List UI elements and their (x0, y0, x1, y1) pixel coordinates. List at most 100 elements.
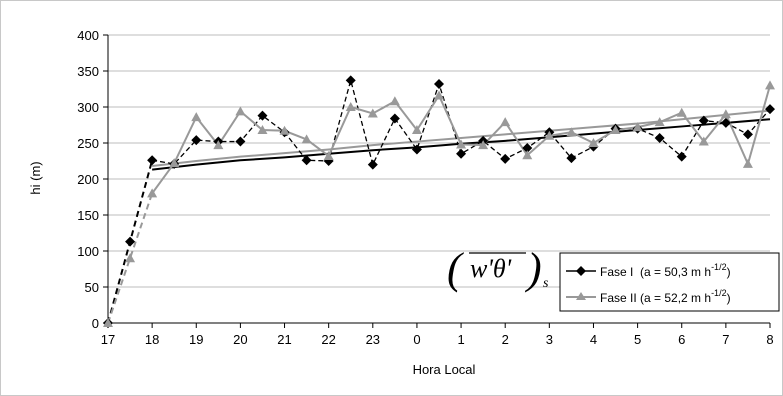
point-series-2-30 (765, 80, 775, 90)
x-tick-label-0: 17 (101, 332, 115, 347)
point-series-1-19 (522, 143, 533, 154)
x-tick-label-1: 18 (145, 332, 159, 347)
point-series-2-7 (257, 125, 268, 135)
point-series-2-9 (301, 134, 312, 144)
y-tick-label-8: 400 (77, 28, 99, 43)
y-tick-label-2: 100 (77, 244, 99, 259)
point-series-2-2 (147, 188, 158, 198)
point-series-1-1 (125, 236, 136, 247)
point-series-2-0 (103, 318, 113, 327)
formula-right-paren: ) (524, 244, 542, 293)
point-series-2-5 (213, 140, 224, 150)
y-tick-label-0: 0 (92, 316, 99, 331)
y-tick-label-1: 50 (85, 280, 99, 295)
data-line-series-2 (151, 85, 771, 194)
gridlines (108, 34, 770, 288)
formula-main: w'θ' (470, 254, 512, 283)
legend-marker-fase-i (576, 266, 586, 276)
x-tick-label-7: 0 (413, 332, 420, 347)
y-axis-ticks: 0 50 100 150 200 250 300 350 400 (77, 28, 108, 331)
y-tick-label-7: 350 (77, 64, 99, 79)
point-series-2-13 (389, 96, 400, 106)
trend-line-series-2 (152, 109, 771, 168)
point-series-2-11 (345, 102, 356, 111)
point-series-2-15 (434, 90, 444, 100)
x-tick-label-9: 2 (502, 332, 509, 347)
point-series-2-17 (478, 140, 489, 150)
point-series-2-24 (632, 122, 643, 132)
x-tick-label-6: 23 (366, 332, 380, 347)
point-series-1-25 (654, 132, 665, 143)
y-tick-label-6: 300 (77, 100, 99, 115)
point-series-1-12 (367, 159, 378, 170)
legend-box (559, 252, 780, 312)
point-series-2-12 (367, 108, 378, 118)
point-series-2-25 (654, 117, 665, 127)
point-series-2-20 (544, 130, 555, 140)
point-series-1-7 (257, 110, 268, 121)
series-markers (103, 75, 775, 328)
x-tick-label-4: 21 (277, 332, 291, 347)
point-series-2-3 (169, 158, 180, 168)
point-series-2-8 (279, 125, 290, 135)
point-series-2-16 (456, 139, 467, 149)
point-series-1-2 (147, 155, 158, 166)
point-series-1-14 (411, 144, 422, 155)
point-series-1-15 (434, 78, 444, 89)
x-tick-label-2: 19 (189, 332, 203, 347)
point-series-2-27 (698, 136, 709, 146)
x-tick-label-3: 20 (233, 332, 247, 347)
point-series-2-10 (323, 150, 334, 160)
point-series-2-18 (500, 117, 511, 127)
x-axis-ticks: 17 18 19 20 21 22 23 0 1 2 3 4 5 6 7 8 (101, 323, 774, 347)
dashed-segment-series-2 (107, 193, 154, 324)
point-series-1-9 (301, 155, 312, 166)
point-series-2-4 (191, 112, 202, 122)
legend: Fase I (a = 50,3 m h-1/2) Fase II (a = 5… (559, 252, 780, 312)
y-tick-label-5: 250 (77, 136, 99, 151)
point-series-1-21 (566, 153, 577, 164)
point-series-1-18 (500, 153, 511, 164)
x-axis-title: Hora Local (413, 362, 476, 377)
point-series-2-1 (125, 253, 136, 263)
formula-left-paren: ( (447, 244, 464, 293)
y-tick-label-4: 200 (77, 172, 99, 187)
legend-label-fase-ii: Fase II (a = 52,2 m h-1/2) (600, 288, 731, 305)
axes (107, 35, 770, 324)
point-series-1-6 (235, 136, 246, 147)
point-series-2-26 (676, 107, 687, 117)
point-series-2-14 (411, 125, 422, 135)
point-series-2-28 (720, 109, 731, 119)
x-tick-label-11: 4 (590, 332, 597, 347)
x-tick-label-10: 3 (546, 332, 553, 347)
x-tick-label-13: 6 (678, 332, 685, 347)
point-series-2-6 (235, 106, 246, 116)
point-series-1-28 (720, 117, 731, 128)
point-series-1-11 (345, 75, 356, 86)
y-axis-title: hi (m) (28, 161, 43, 194)
x-tick-label-15: 8 (766, 332, 773, 347)
legend-label-fase-i: Fase I (a = 50,3 m h-1/2) (600, 262, 731, 279)
point-series-2-29 (742, 158, 753, 168)
point-series-2-21 (566, 127, 577, 137)
formula-annotation: ( w'θ' ) s (447, 244, 549, 293)
legend-marker-fase-ii (576, 292, 586, 300)
point-series-2-23 (610, 125, 621, 135)
point-series-1-16 (456, 148, 467, 159)
formula-subscript: s (543, 276, 549, 291)
point-series-1-29 (742, 129, 753, 140)
x-tick-label-5: 22 (321, 332, 335, 347)
point-series-1-27 (698, 115, 709, 126)
point-series-1-30 (765, 104, 775, 115)
point-series-2-22 (588, 138, 599, 147)
point-series-1-26 (676, 151, 687, 162)
x-tick-label-12: 5 (634, 332, 641, 347)
point-series-1-4 (191, 135, 202, 146)
x-tick-label-14: 7 (722, 332, 729, 347)
y-tick-label-3: 150 (77, 208, 99, 223)
point-series-2-19 (522, 150, 533, 160)
point-series-1-13 (389, 113, 400, 124)
x-tick-label-8: 1 (457, 332, 464, 347)
